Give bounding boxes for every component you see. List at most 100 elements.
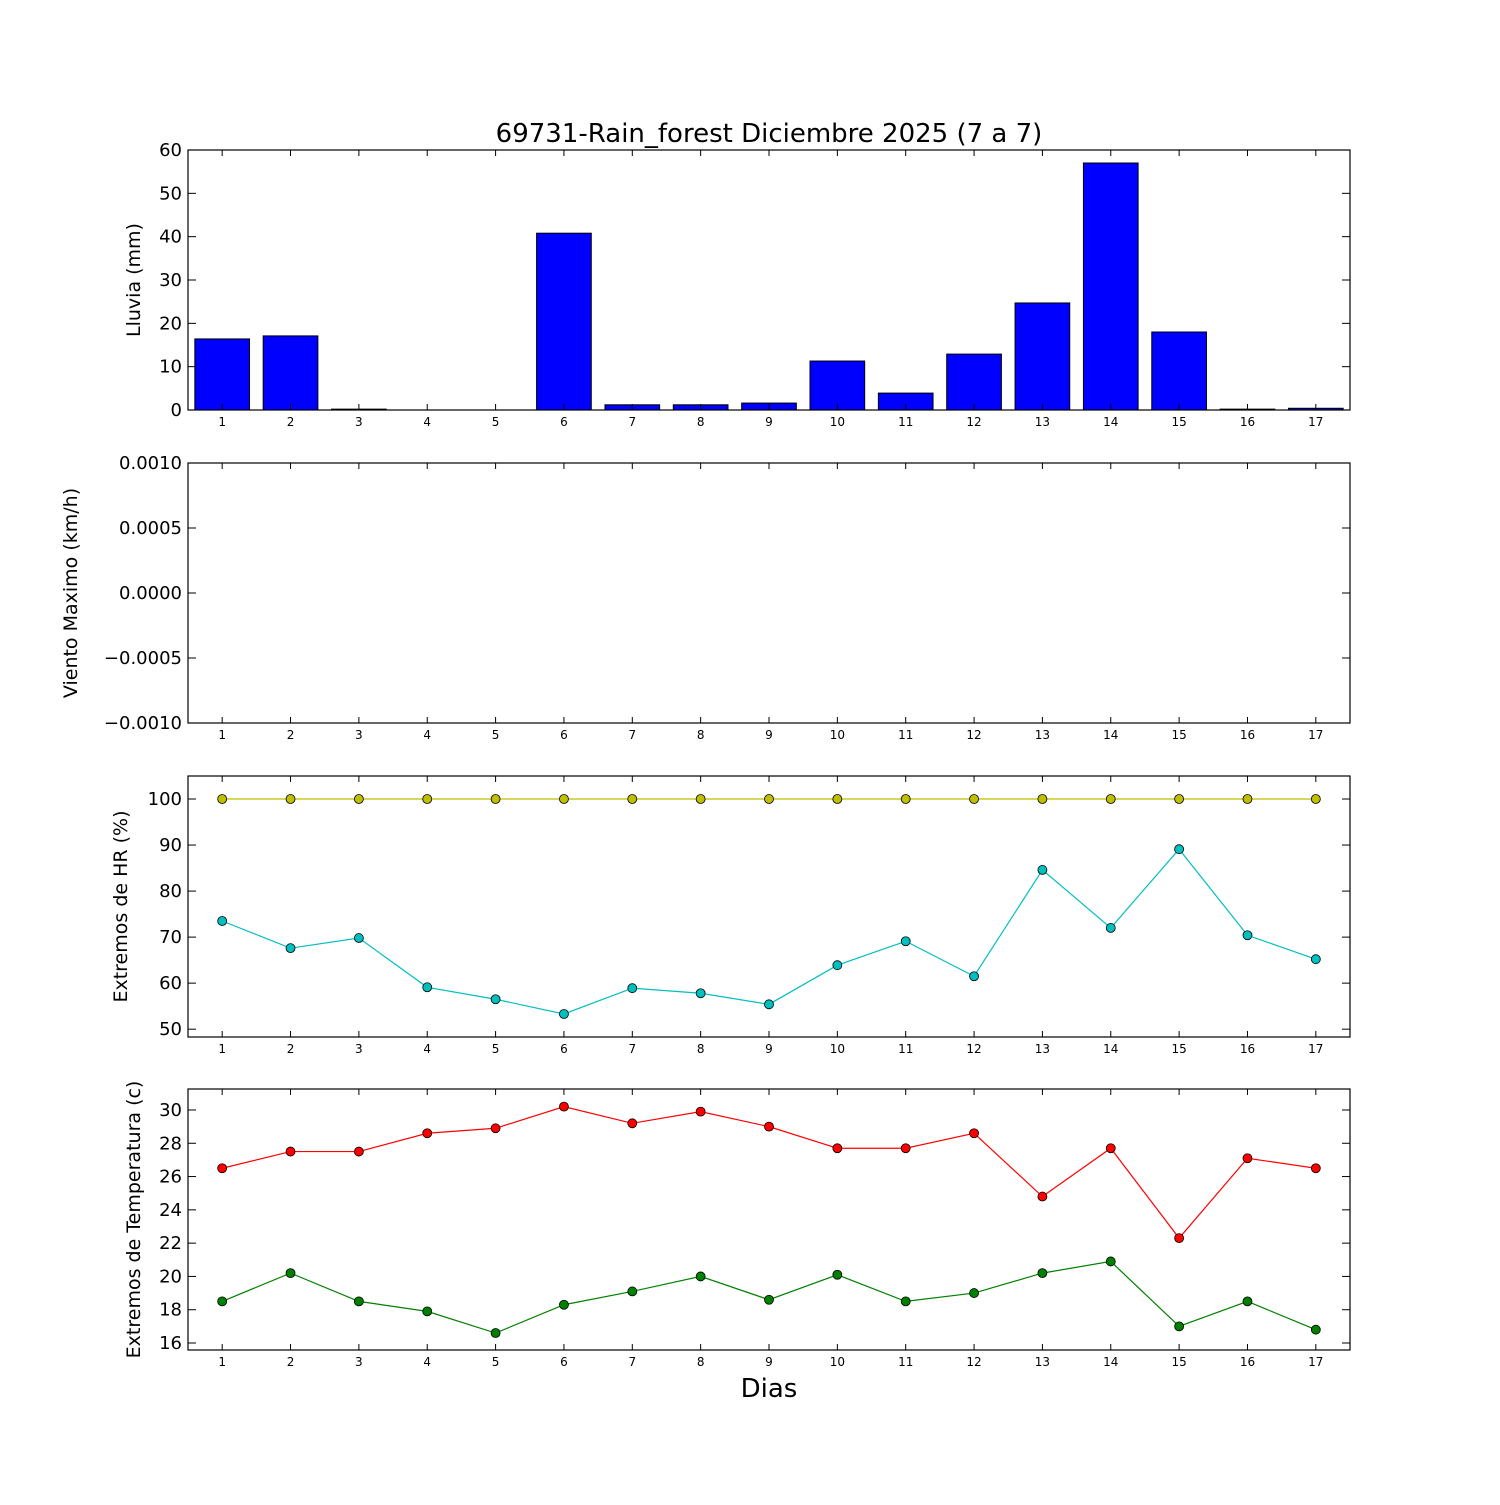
data-point [422,1128,433,1139]
y-tick-label: 10 [159,357,182,378]
data-point [217,1163,228,1174]
data-point [1310,954,1321,965]
x-tick-label: 17 [1308,728,1323,742]
data-point [1105,1143,1116,1154]
data-point [1174,844,1185,855]
data-point [900,1296,911,1307]
y-tick-label: 18 [159,1300,182,1321]
y-tick-label: 30 [159,1100,182,1121]
y-tick-label: 90 [159,835,182,856]
x-tick-label: 13 [1035,1355,1050,1369]
y-tick-label: 80 [159,881,182,902]
x-tick-label: 8 [697,1355,705,1369]
x-tick-label: 4 [423,415,431,429]
x-tick-label: 6 [560,415,568,429]
bar-day-2 [262,335,319,411]
bar-day-14 [1082,162,1139,411]
y-axis-label: Extremos de HR (%) [110,810,132,1002]
data-point [764,1121,774,1132]
data-point [1310,1324,1321,1335]
x-tick-label: 11 [898,728,913,742]
bar-day-15 [1151,331,1207,411]
data-point [1242,1153,1253,1164]
y-axis-label: Extremos de Temperatura (c) [123,1081,145,1359]
x-tick-label: 13 [1035,728,1050,742]
x-tick-label: 5 [492,728,500,742]
data-point [695,794,706,804]
x-tick-label: 12 [966,728,981,742]
data-point [1174,1233,1185,1244]
x-tick-label: 7 [628,1355,636,1369]
panel-4: 1 2 3 4 5 6 7 8 9 10 11 12 13 14 15 16 17161820222426283… [123,1081,1351,1369]
data-point [695,1106,706,1117]
data-point [353,933,364,943]
data-point [1037,1191,1048,1202]
y-tick-label: 20 [159,313,182,334]
y-tick-label: 100 [148,789,182,810]
data-point [900,936,911,947]
x-tick-label: 17 [1308,1355,1323,1369]
x-tick-label: 16 [1240,415,1255,429]
x-tick-label: 15 [1171,1355,1186,1369]
x-tick-label: 10 [830,415,845,429]
x-tick-label: 5 [492,415,500,429]
x-tick-label: 6 [560,728,568,742]
data-point [764,1294,774,1305]
axes-frame [187,462,1351,724]
x-tick-label: 12 [966,1042,981,1056]
series-line-1 [221,848,1317,1015]
x-tick-label: 4 [423,1042,431,1056]
data-point [422,794,433,804]
x-tick-label: 16 [1240,1042,1255,1056]
x-tick-label: 12 [966,415,981,429]
data-point [285,1268,296,1278]
data-point [559,1009,569,1019]
x-tick-label: 11 [898,415,913,429]
bar-day-13 [1014,302,1071,411]
x-tick-label: 16 [1240,728,1255,742]
data-point [1242,930,1253,941]
data-point [1242,1296,1253,1307]
y-tick-label: 0.0000 [119,583,182,604]
data-point [832,960,843,971]
data-point [422,982,433,993]
x-tick-label: 13 [1035,415,1050,429]
x-tick-label: 4 [423,728,431,742]
bar-day-1 [194,338,251,411]
x-tick-label: 14 [1103,1042,1118,1056]
x-tick-label: 6 [560,1355,568,1369]
y-tick-label: 16 [159,1333,182,1354]
y-tick-label: 70 [159,927,182,948]
x-tick-label: 1 [218,415,226,429]
data-point [1105,923,1116,933]
y-tick-label: 24 [159,1200,182,1221]
data-point [900,794,911,804]
chart-title: 69731-Rain_forest Diciembre 2025 (7 a 7) [496,119,1043,149]
y-tick-label: 60 [159,140,182,161]
bar-day-12 [946,353,1002,411]
x-tick-label: 10 [830,1042,845,1056]
data-point [969,971,979,982]
x-tick-label: 9 [765,415,773,429]
x-tick-label: 9 [765,1042,773,1056]
x-tick-label: 8 [697,728,705,742]
x-tick-label: 13 [1035,1042,1050,1056]
y-tick-label: 26 [159,1167,182,1188]
y-tick-label: 0.0010 [119,453,182,474]
x-tick-label: 14 [1103,415,1118,429]
data-point [969,1128,979,1139]
x-tick-label: 4 [423,1355,431,1369]
data-point [1310,794,1321,804]
x-tick-label: 9 [765,728,773,742]
data-point [285,794,296,804]
data-point [627,983,638,994]
x-tick-label: 17 [1308,415,1323,429]
x-tick-label: 12 [966,1355,981,1369]
x-tick-label: 10 [830,1355,845,1369]
data-point [832,794,843,804]
x-tick-label: 9 [765,1355,773,1369]
data-point [627,1286,638,1297]
x-tick-label: 7 [628,728,636,742]
y-axis-label: Viento Maximo (km/h) [60,488,82,698]
